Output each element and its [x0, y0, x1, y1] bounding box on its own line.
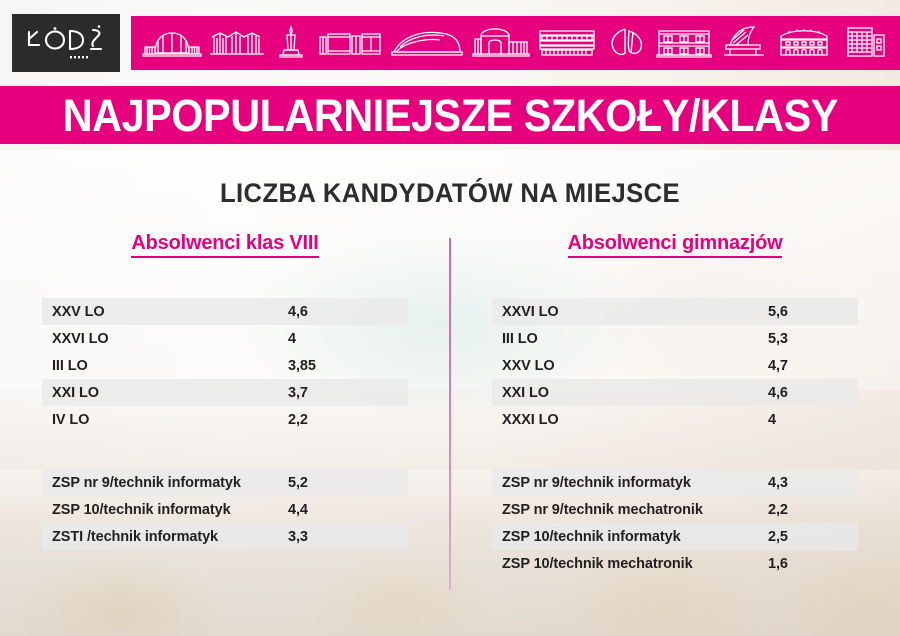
row-school-name: ZSTI /technik informatyk	[52, 528, 218, 545]
table-row: ZSP 10/technik mechatronik 1,6	[492, 550, 858, 577]
market-hall-icon	[142, 32, 203, 57]
row-value: 4,6	[768, 384, 788, 401]
table-row: III LO 5,3	[492, 325, 858, 352]
column-heading-left: Absolwenci klas VIII	[42, 232, 408, 258]
left-group-licea: XXV LO 4,6 XXVI LO 4 III LO 3,85 XXI LO …	[42, 298, 408, 433]
pillars-structure-icon	[210, 31, 265, 55]
palace-building-icon	[656, 30, 713, 58]
row-value: 3,85	[288, 357, 316, 374]
row-school-name: ZSP 10/technik informatyk	[502, 528, 681, 545]
title-banner: NAJPOPULARNIEJSZE SZKOŁY/KLASY	[0, 86, 900, 144]
table-row: ZSP nr 9/technik mechatronik 2,2	[492, 496, 858, 523]
obelisk-monument-icon	[279, 25, 303, 58]
table-row: ZSP 10/technik informatyk 2,5	[492, 523, 858, 550]
table-row: XXVI LO 5,6	[492, 298, 858, 325]
table-row: XXXI LO 4	[492, 406, 858, 433]
row-value: 2,2	[768, 501, 788, 518]
column-heading-right-text: Absolwenci gimnazjów	[567, 232, 783, 258]
piano-sculpture-icon	[724, 26, 765, 56]
row-value: 2,2	[288, 411, 308, 428]
column-divider	[449, 238, 451, 590]
row-school-name: XXI LO	[52, 384, 99, 401]
row-school-name: ZSP 10/technik informatyk	[52, 501, 231, 518]
table-row: ZSP 10/technik informatyk 4,4	[42, 496, 408, 523]
lodz-logo-icon	[27, 25, 103, 59]
table-row: ZSTI /technik informatyk 3,3	[42, 523, 408, 550]
gate-building-icon	[472, 28, 530, 57]
row-value: 5,2	[288, 474, 308, 491]
column-absolwenci-gimnazjow: Absolwenci gimnazjów XXVI LO 5,6 III LO …	[450, 232, 900, 612]
row-school-name: III LO	[502, 330, 538, 347]
table-row: XXI LO 3,7	[42, 379, 408, 406]
row-value: 4,7	[768, 357, 788, 374]
header-bar	[0, 0, 900, 86]
column-absolwenci-klas-viii: Absolwenci klas VIII XXV LO 4,6 XXVI LO …	[0, 232, 450, 612]
row-school-name: XXXI LO	[502, 411, 559, 428]
table-row: ZSP nr 9/technik informatyk 4,3	[492, 469, 858, 496]
arena-stadium-icon	[391, 31, 464, 56]
row-school-name: XXI LO	[502, 384, 549, 401]
landmark-icon-strip	[131, 16, 900, 70]
striped-building-icon	[539, 30, 595, 56]
table-row: XXVI LO 4	[42, 325, 408, 352]
row-school-name: III LO	[52, 357, 88, 374]
table-row: XXV LO 4,6	[42, 298, 408, 325]
lodz-logo	[12, 14, 120, 72]
leaf-emblem-icon	[610, 28, 642, 56]
table-row: III LO 3,85	[42, 352, 408, 379]
row-value: 4,3	[768, 474, 788, 491]
row-school-name: XXV LO	[502, 357, 555, 374]
row-value: 5,3	[768, 330, 788, 347]
office-tower-icon	[846, 27, 885, 57]
row-value: 2,5	[768, 528, 788, 545]
row-value: 4,4	[288, 501, 308, 518]
column-heading-left-text: Absolwenci klas VIII	[131, 232, 319, 258]
row-value: 4	[288, 330, 296, 347]
row-school-name: IV LO	[52, 411, 90, 428]
manufaktura-building-icon	[780, 29, 828, 56]
right-group-technika: ZSP nr 9/technik informatyk 4,3 ZSP nr 9…	[492, 469, 858, 577]
factory-hall-icon	[318, 33, 381, 55]
row-school-name: XXV LO	[52, 303, 105, 320]
row-school-name: ZSP nr 9/technik informatyk	[52, 474, 241, 491]
row-value: 4,6	[288, 303, 308, 320]
row-value: 3,3	[288, 528, 308, 545]
right-group-licea: XXVI LO 5,6 III LO 5,3 XXV LO 4,7 XXI LO…	[492, 298, 858, 433]
table-row: IV LO 2,2	[42, 406, 408, 433]
row-value: 1,6	[768, 555, 788, 572]
row-school-name: ZSP nr 9/technik informatyk	[502, 474, 691, 491]
table-row: ZSP nr 9/technik informatyk 5,2	[42, 469, 408, 496]
page-title: NAJPOPULARNIEJSZE SZKOŁY/KLASY	[62, 89, 838, 141]
row-school-name: ZSP 10/technik mechatronik	[502, 555, 693, 572]
tables-area: Absolwenci klas VIII XXV LO 4,6 XXVI LO …	[0, 232, 900, 612]
row-value: 5,6	[768, 303, 788, 320]
table-row: XXV LO 4,7	[492, 352, 858, 379]
column-heading-right: Absolwenci gimnazjów	[492, 232, 858, 258]
table-row: XXI LO 4,6	[492, 379, 858, 406]
row-value: 4	[768, 411, 776, 428]
left-group-technika: ZSP nr 9/technik informatyk 5,2 ZSP 10/t…	[42, 469, 408, 550]
page-subtitle: LICZBA KANDYDATÓW NA MIEJSCE	[219, 178, 680, 208]
logo-tagline-marks	[70, 56, 88, 59]
row-school-name: ZSP nr 9/technik mechatronik	[502, 501, 703, 518]
row-school-name: XXVI LO	[52, 330, 109, 347]
row-value: 3,7	[288, 384, 308, 401]
row-school-name: XXVI LO	[502, 303, 559, 320]
